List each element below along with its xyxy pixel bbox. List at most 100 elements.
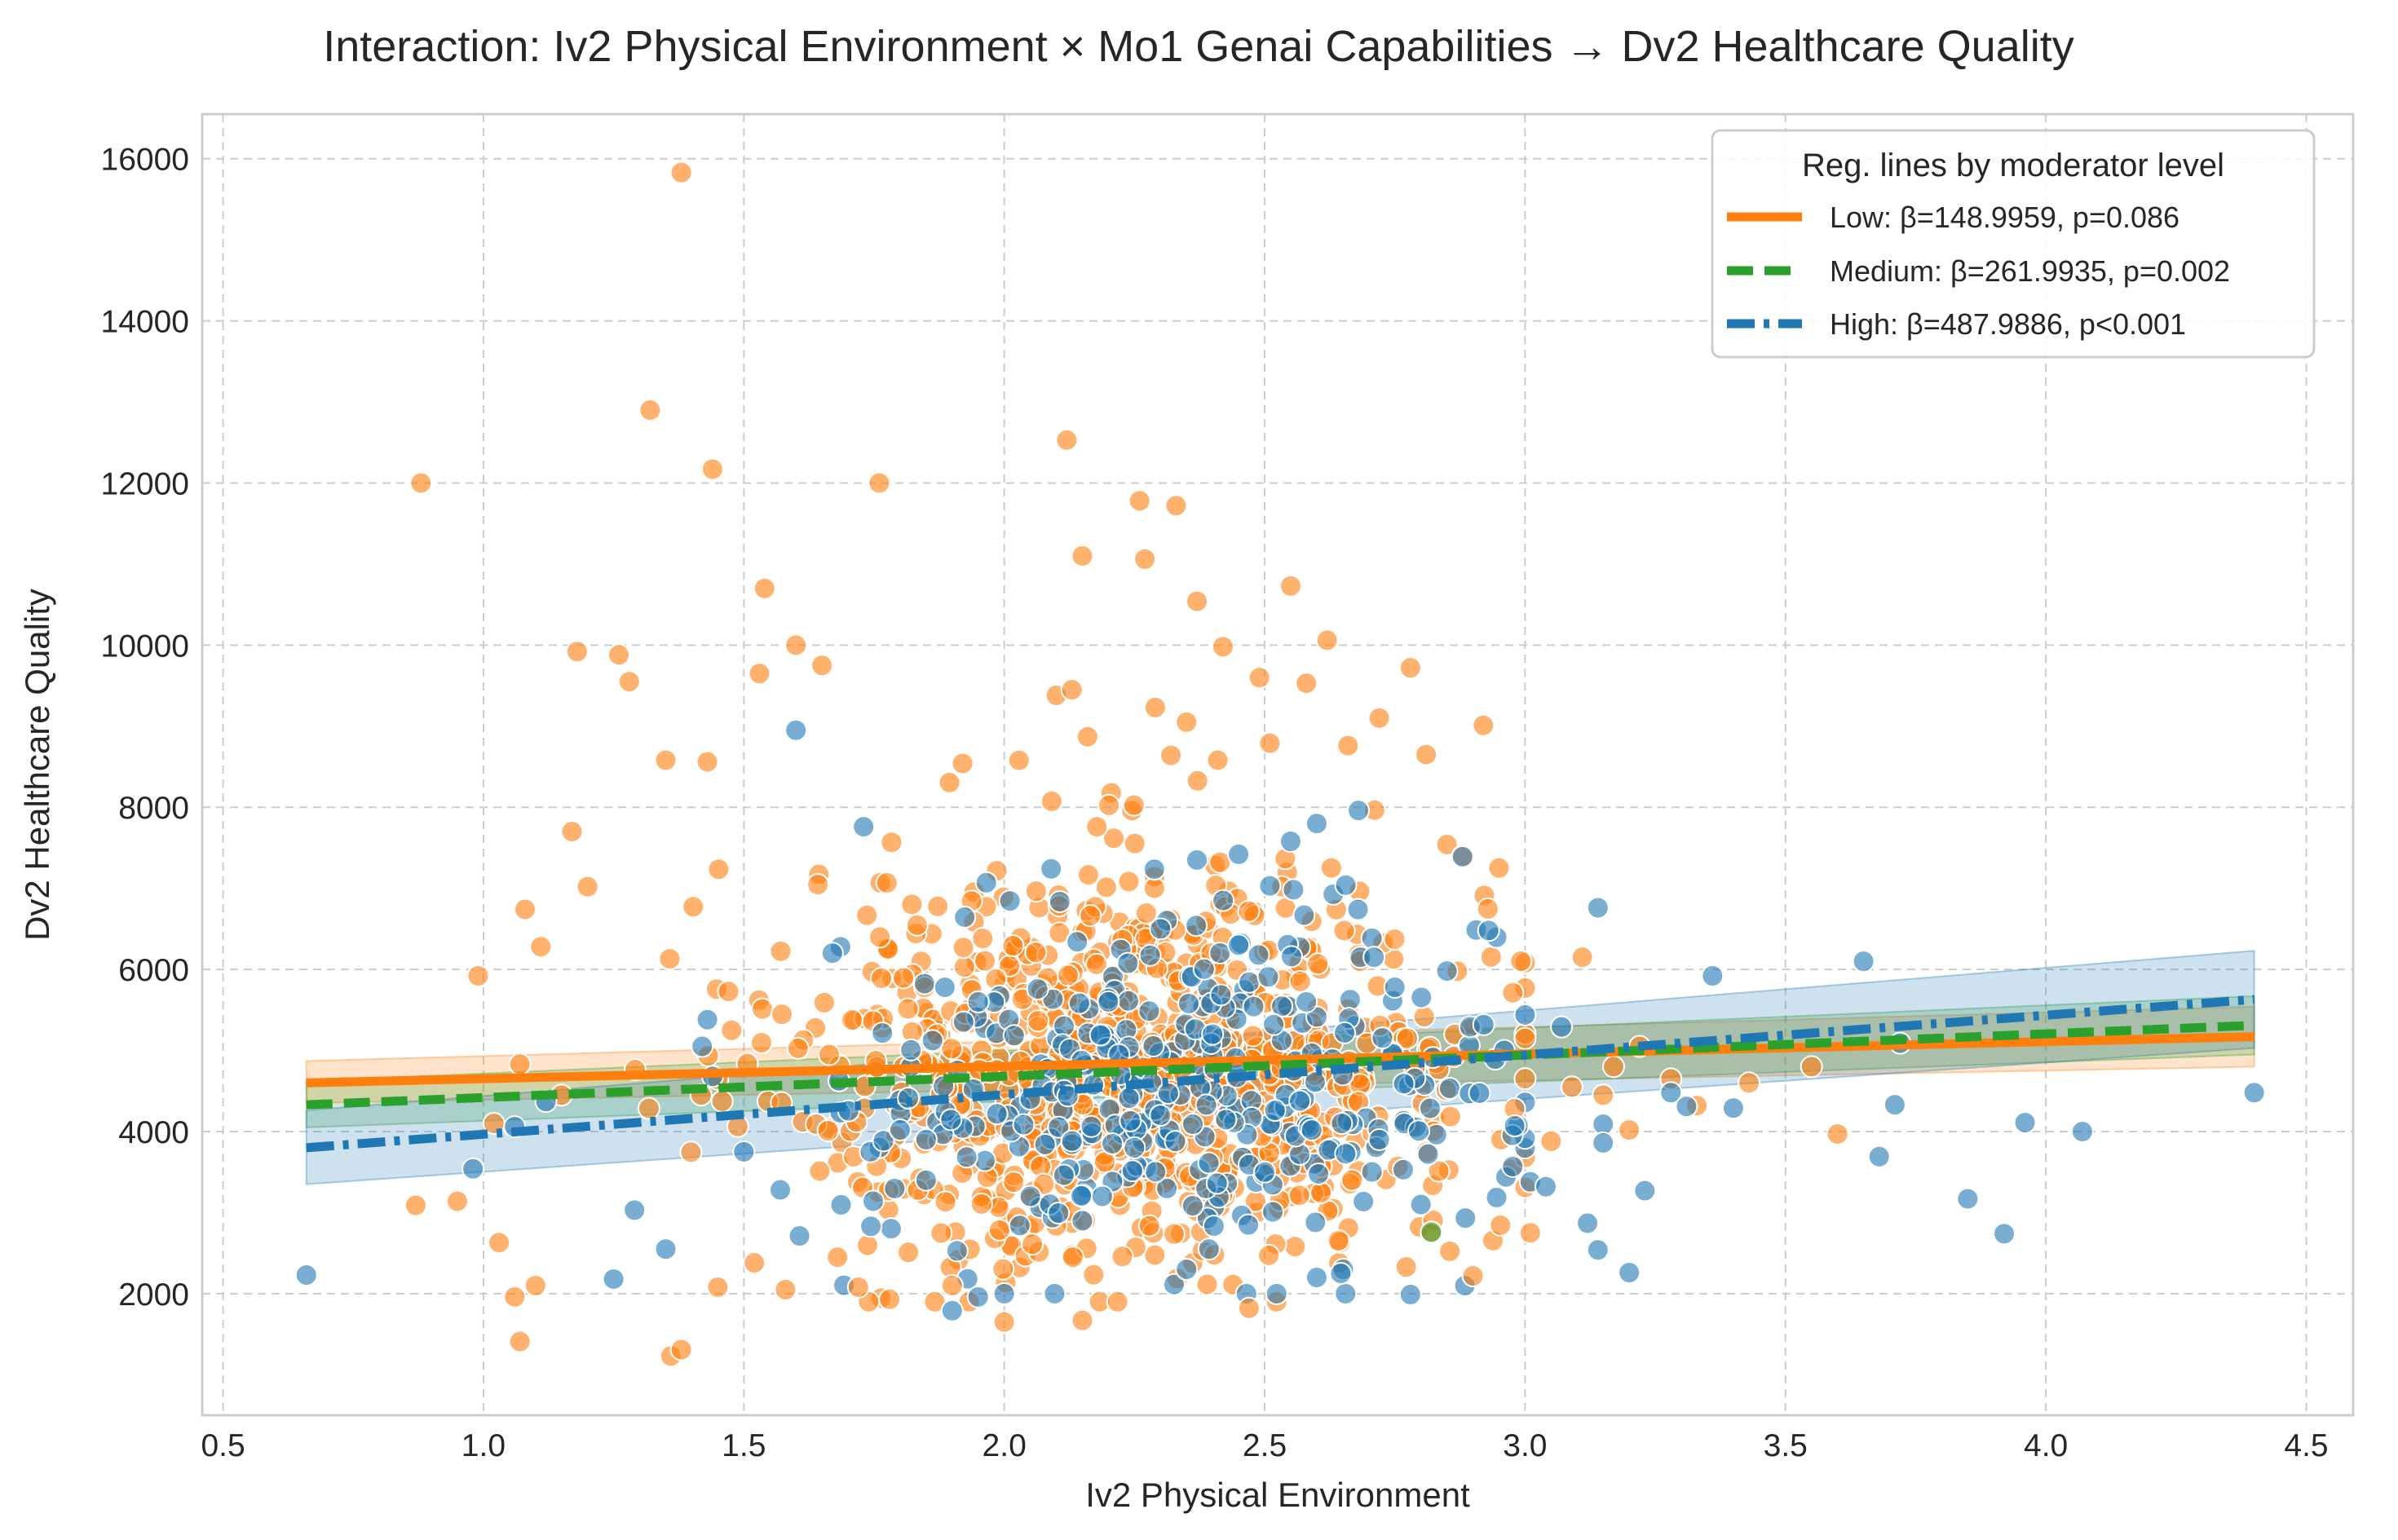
point-low: [987, 1218, 1011, 1242]
point-high: [939, 1108, 963, 1132]
point-low: [1133, 547, 1157, 571]
point-high: [654, 1238, 678, 1261]
point-high: [1185, 914, 1208, 938]
point-high: [852, 815, 876, 839]
point-low: [706, 1275, 730, 1299]
point-low: [1137, 1214, 1161, 1238]
point-high: [1288, 1089, 1312, 1113]
point-high: [1659, 1081, 1683, 1105]
point-low: [1185, 589, 1208, 613]
point-high: [1534, 1175, 1557, 1198]
point-high: [1195, 1093, 1218, 1117]
point-high: [861, 1189, 885, 1213]
point-low: [1002, 1171, 1026, 1194]
point-high: [1253, 1160, 1277, 1184]
point-low: [1024, 880, 1048, 903]
point-low: [1175, 710, 1199, 734]
point-high: [1329, 1261, 1353, 1285]
point-low: [1489, 1213, 1513, 1237]
point-high: [1002, 1024, 1026, 1048]
point-low: [1278, 574, 1302, 598]
point-low: [654, 748, 678, 772]
point-low: [1248, 666, 1271, 690]
point-high: [1162, 1273, 1186, 1296]
point-low: [1128, 489, 1151, 513]
point-high: [696, 1008, 719, 1031]
x-tick-labels: 0.5 1.0 1.5 2.0 2.5 3.0 3.5 4.0 4.5: [201, 1428, 2328, 1463]
point-low: [810, 654, 834, 677]
point-high: [829, 1193, 853, 1216]
legend-entry-high: High: β=487.9886, p<0.001: [1830, 307, 2186, 341]
point-high: [1993, 1222, 2016, 1246]
point-low: [951, 752, 974, 775]
point-low: [934, 1190, 957, 1214]
y-tick-label: 10000: [101, 629, 189, 664]
point-high: [985, 1102, 1009, 1126]
point-low: [466, 964, 490, 988]
point-low: [1186, 769, 1209, 792]
point-high: [1701, 964, 1725, 988]
legend: Reg. lines by moderator level Low: β=148…: [1711, 129, 2316, 359]
point-high: [1367, 1127, 1391, 1151]
x-tick-label: 2.0: [983, 1428, 1027, 1463]
point-low: [878, 1287, 902, 1311]
point-low: [1427, 1159, 1451, 1183]
point-low: [1501, 981, 1525, 1004]
point-low: [1472, 713, 1495, 737]
point-high: [1097, 990, 1120, 1013]
point-high: [1197, 1151, 1221, 1175]
point-high: [1197, 1238, 1221, 1261]
point-low: [1479, 945, 1503, 969]
point-low: [1055, 428, 1079, 452]
y-tick-label: 2000: [118, 1277, 189, 1313]
point-high: [1437, 1077, 1461, 1101]
point-high: [1227, 933, 1251, 957]
point-low: [445, 1189, 469, 1213]
point-high: [1418, 1097, 1442, 1120]
point-high: [1392, 1072, 1415, 1096]
x-axis-label: Iv2 Physical Environment: [1085, 1476, 1470, 1514]
point-low: [806, 873, 830, 897]
point-low: [1241, 1024, 1265, 1048]
point-high: [1360, 1160, 1384, 1184]
point-high: [1262, 1013, 1286, 1036]
point-high: [859, 1215, 883, 1238]
point-low: [1258, 731, 1282, 755]
point-high: [1181, 1112, 1204, 1136]
point-high: [1201, 1022, 1225, 1046]
point-low: [617, 670, 641, 694]
point-high: [872, 1129, 895, 1153]
point-high: [1347, 799, 1371, 823]
point-low: [669, 161, 693, 184]
x-tick-label: 1.5: [722, 1428, 766, 1463]
point-high: [691, 1035, 714, 1058]
point-high: [1080, 1114, 1103, 1138]
point-high: [1477, 919, 1500, 942]
point-low: [576, 875, 599, 898]
point-low: [1383, 928, 1407, 951]
point-high: [1256, 965, 1280, 989]
point-high: [784, 718, 808, 742]
point-high: [1956, 1187, 1980, 1211]
point-high: [1633, 1179, 1657, 1202]
point-high: [1012, 1113, 1036, 1136]
regression-line-high: [306, 995, 2255, 1153]
point-low: [1283, 1235, 1307, 1259]
point-low: [1162, 1222, 1186, 1246]
point-low: [930, 1221, 953, 1245]
point-high: [1177, 991, 1200, 1015]
point-low: [892, 966, 916, 990]
point-low: [1309, 1181, 1333, 1205]
point-low: [991, 1257, 1015, 1281]
point-low: [1211, 635, 1234, 659]
point-high: [1721, 1097, 1745, 1120]
point-low: [1097, 793, 1120, 817]
point-low: [940, 1273, 964, 1297]
point-low: [1257, 1243, 1281, 1267]
point-high: [1209, 983, 1233, 1007]
point-high: [1586, 896, 1610, 920]
point-low: [1106, 1290, 1129, 1313]
point-high: [952, 1010, 975, 1034]
chart-title: Interaction: Iv2 Physical Environment × …: [323, 22, 2074, 71]
point-low: [855, 1233, 879, 1257]
